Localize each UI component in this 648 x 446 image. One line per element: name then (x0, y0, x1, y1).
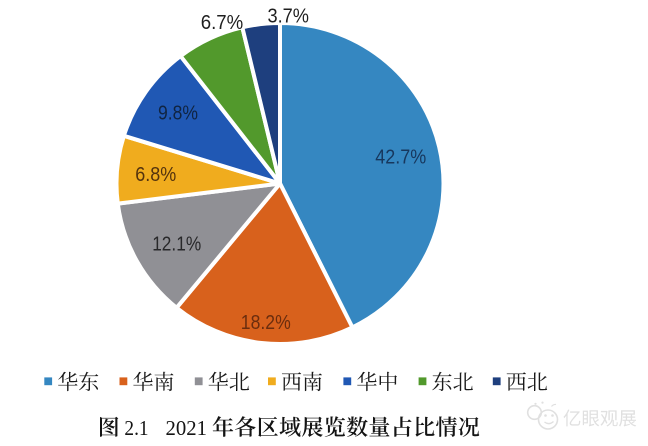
svg-text:6.8%: 6.8% (135, 163, 176, 186)
svg-text:42.7%: 42.7% (375, 146, 426, 169)
svg-text:3.7%: 3.7% (267, 5, 309, 28)
svg-text:2.1: 2.1 (124, 416, 148, 440)
svg-text:12.1%: 12.1% (152, 233, 201, 256)
svg-text:9.8%: 9.8% (158, 102, 198, 125)
svg-text:2021: 2021 (166, 416, 208, 440)
svg-text:6.7%: 6.7% (201, 11, 244, 34)
svg-text:18.2%: 18.2% (241, 311, 291, 334)
